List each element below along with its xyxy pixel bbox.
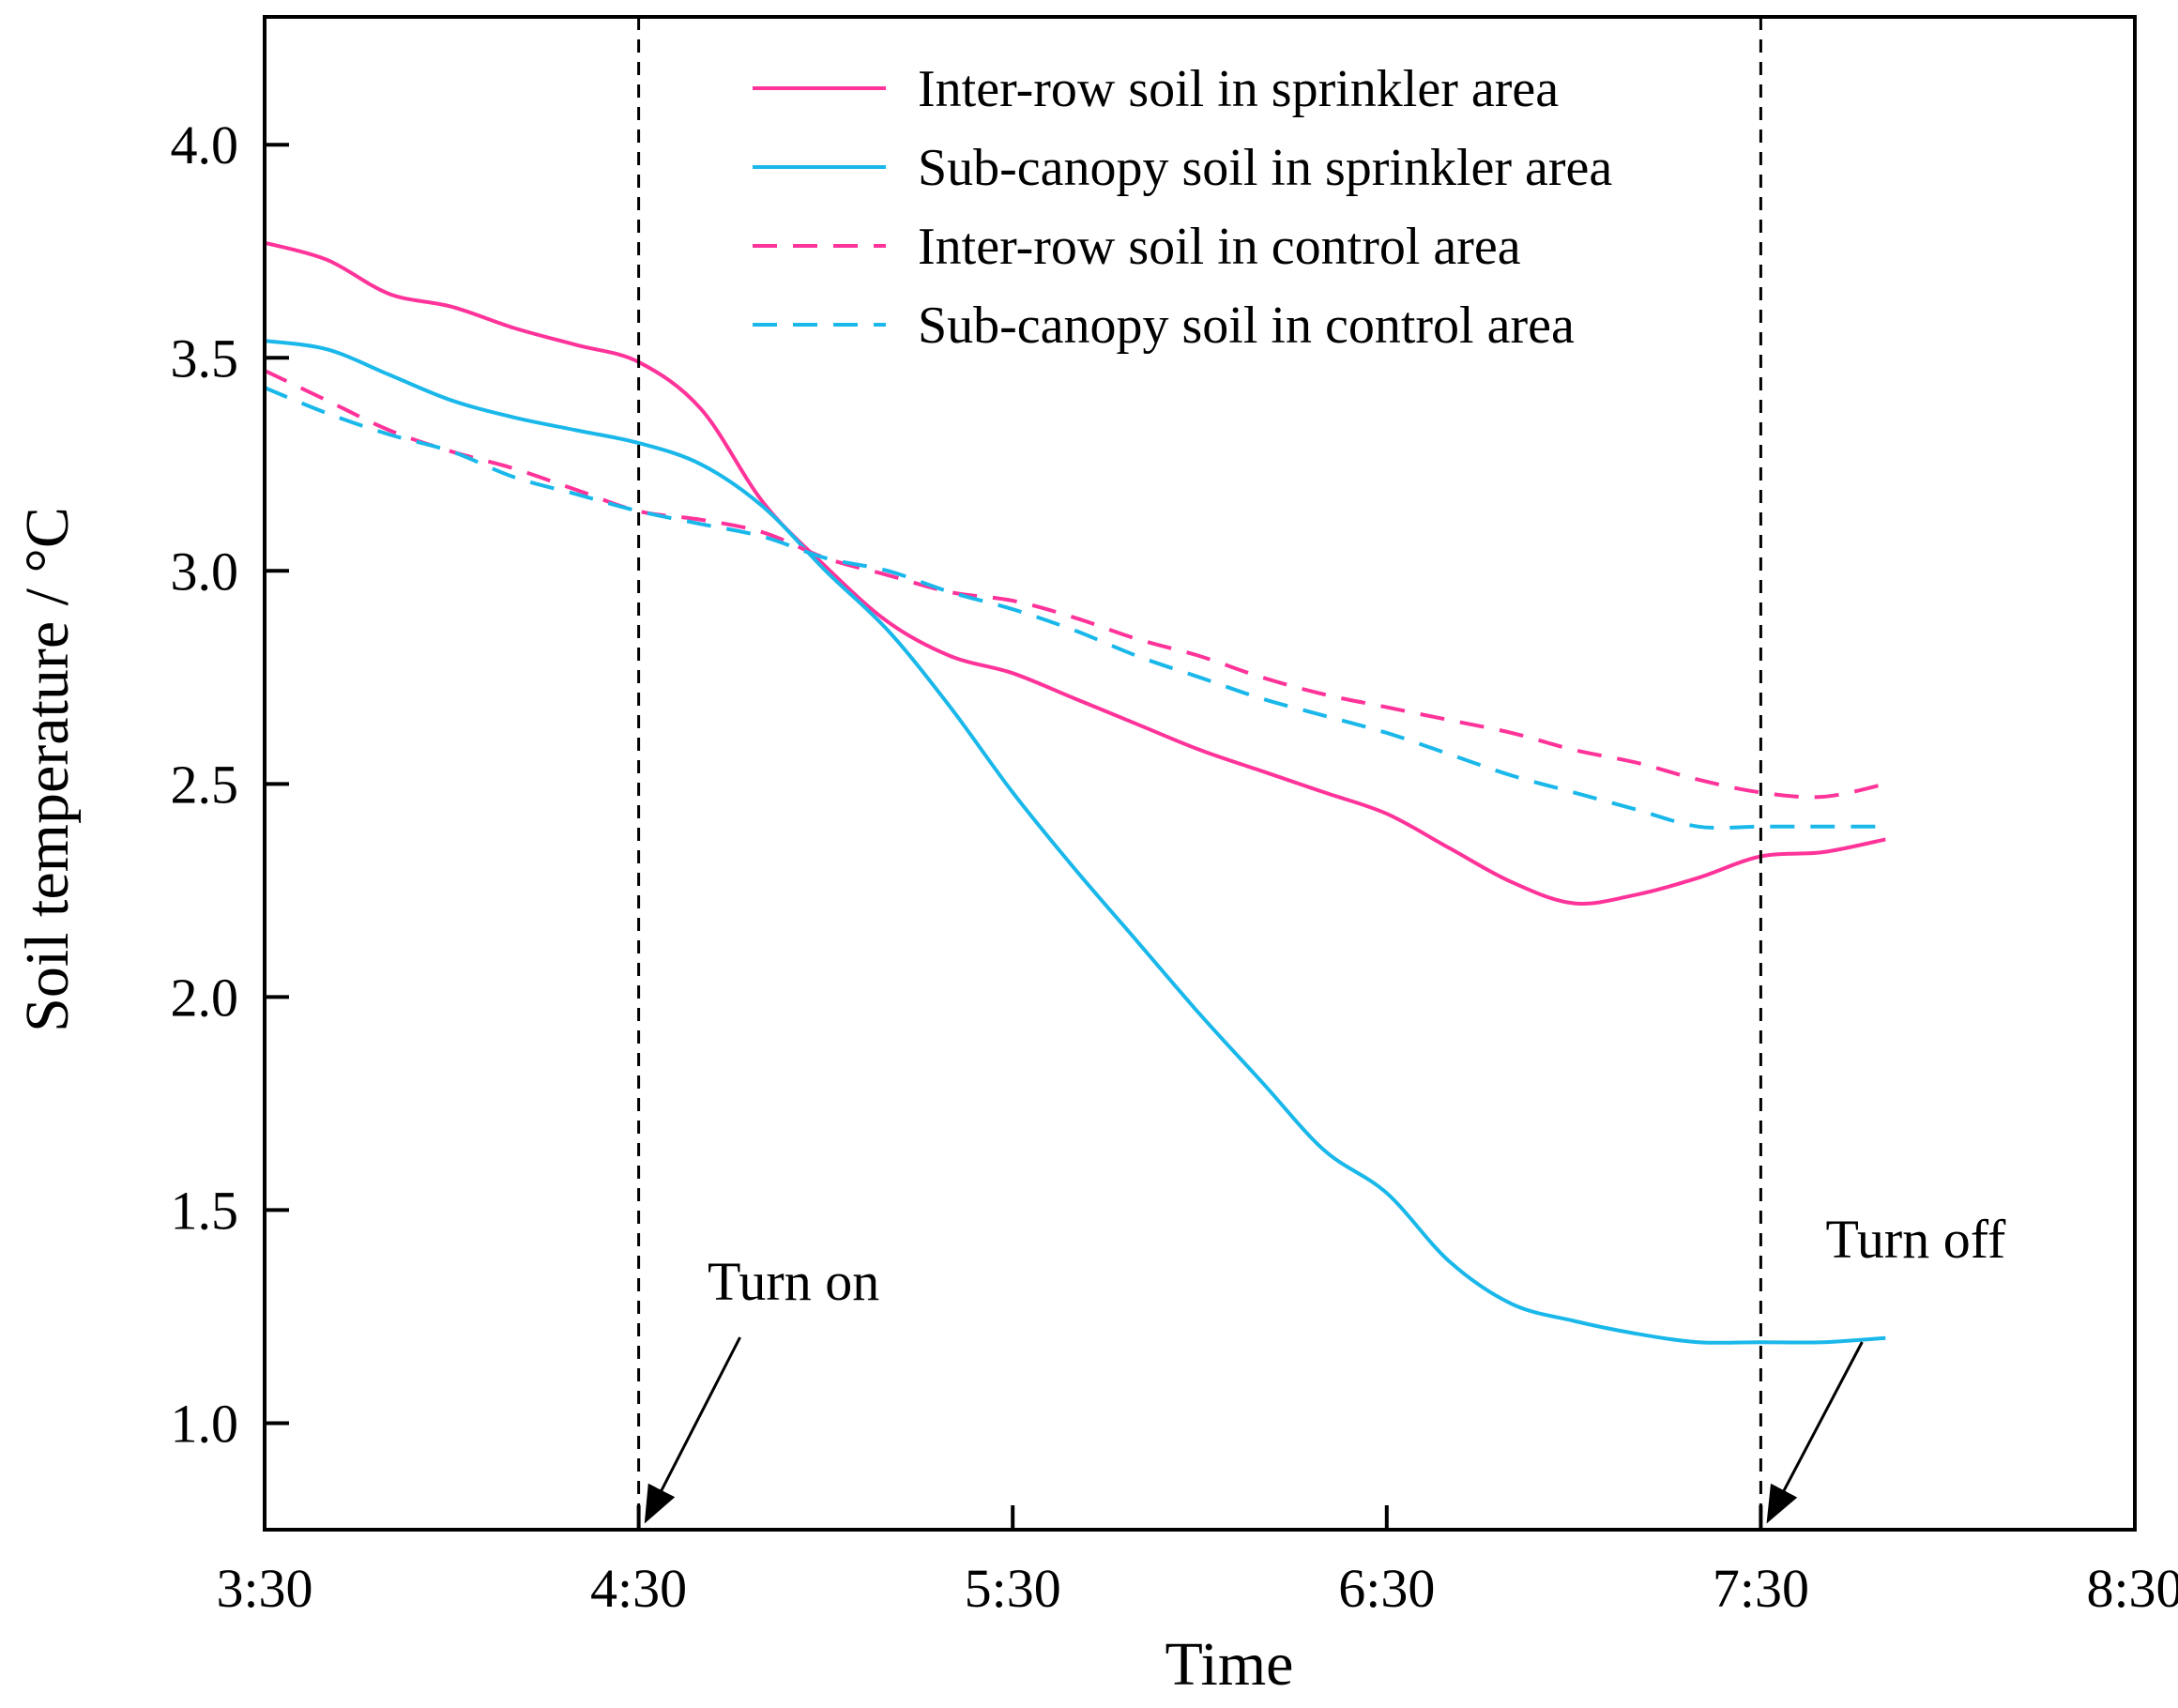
annotation-label: Turn off (1826, 1209, 2006, 1270)
x-axis-title: Time (1165, 1630, 1294, 1699)
legend-label: Inter-row soil in control area (918, 218, 1521, 276)
y-tick-label: 2.5 (171, 754, 239, 815)
series-line-inter-row-soil-in-control-area (264, 369, 1886, 800)
y-tick-label: 3.5 (171, 328, 239, 389)
y-tick-label: 1.0 (171, 1393, 239, 1454)
legend: Inter-row soil in sprinkler area Sub-cano… (753, 60, 1612, 355)
y-tick-label: 4.0 (171, 114, 239, 175)
x-tick-label: 5:30 (965, 1558, 1061, 1619)
event-lines (637, 17, 1762, 1530)
y-axis-title: Soil temperature / °C (13, 507, 82, 1032)
plot-frame (263, 15, 2137, 1532)
series-layer (264, 240, 1886, 1345)
x-tick-label: 7:30 (1713, 1558, 1809, 1619)
y-tick-label: 1.5 (171, 1180, 239, 1241)
y-tick-label: 3.0 (171, 541, 239, 602)
series-line-sub-canopy-soil-in-sprinkler-area (264, 339, 1886, 1345)
y-axis-ticks: 1.0 1.5 2.0 2.5 3.0 3.5 4.0 (171, 114, 289, 1454)
series-line-inter-row-soil-in-sprinkler-area (264, 240, 1886, 906)
annotation-label: Turn on (708, 1251, 879, 1312)
x-tick-label: 6:30 (1338, 1558, 1435, 1619)
series-line-sub-canopy-soil-in-control-area (264, 386, 1886, 831)
x-tick-label: 8:30 (2086, 1558, 2178, 1619)
legend-label: Inter-row soil in sprinkler area (918, 60, 1559, 118)
legend-label: Sub-canopy soil in control area (918, 297, 1575, 355)
annotations: Turn on Turn off (644, 1209, 2006, 1524)
legend-label: Sub-canopy soil in sprinkler area (918, 139, 1612, 197)
x-tick-label: 3:30 (216, 1558, 312, 1619)
x-tick-label: 4:30 (590, 1558, 687, 1619)
annotation-arrow (1766, 1341, 1864, 1524)
y-tick-label: 2.0 (171, 967, 239, 1028)
x-axis-ticks: 3:30 4:30 5:30 6:30 7:30 8:30 (216, 1505, 2178, 1619)
annotation-arrow (644, 1336, 741, 1524)
